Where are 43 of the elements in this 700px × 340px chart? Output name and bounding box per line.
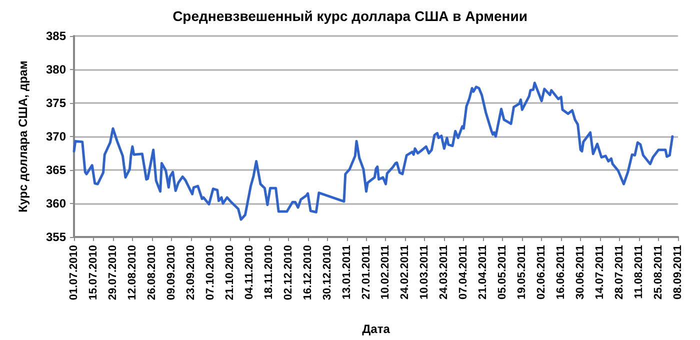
x-tick-label: 24.02.2011	[399, 245, 412, 300]
line-series	[72, 82, 674, 221]
x-tick-label: 30.06.2011	[574, 245, 587, 300]
x-tick-label: 08.09.2011	[672, 245, 684, 300]
x-tick-label: 07.04.2011	[458, 245, 470, 300]
x-tick-label: 25.08.2011	[652, 245, 665, 300]
x-tick-label: 13.01.2011	[340, 245, 353, 300]
y-tick-label: 360	[46, 196, 66, 210]
x-tick-label: 16.12.2010	[302, 245, 314, 300]
x-tick-label: 02.12.2010	[282, 245, 294, 300]
x-tick-label: 02.06.2011	[536, 245, 548, 300]
y-tick-label: 375	[46, 96, 66, 110]
x-tick-label: 21.04.2011	[477, 245, 490, 300]
x-tick-label: 16.06.2011	[555, 245, 568, 300]
x-tick-label: 29.07.2010	[106, 245, 119, 300]
y-axis-title: Курс доллара США, драм	[16, 60, 30, 212]
x-axis-title: Дата	[362, 322, 390, 336]
x-tick-label: 11.08.2011	[633, 245, 646, 299]
x-tick-label: 07.10.2010	[204, 245, 216, 300]
x-tick-label: 09.09.2010	[165, 245, 178, 300]
x-tick-label: 15.07.2010	[87, 245, 100, 300]
y-tick-label: 380	[46, 62, 66, 76]
y-tick-label: 385	[46, 29, 66, 43]
x-tick-label: 10.03.2011	[418, 245, 431, 300]
x-tick-label: 24.03.2011	[438, 245, 450, 300]
chart-title: Средневзвешенный курс доллара США в Армении	[172, 8, 528, 24]
x-tick-label: 10.02.2011	[380, 245, 392, 300]
x-tick-label: 19.05.2011	[516, 245, 528, 300]
x-tick-label: 05.05.2011	[496, 245, 509, 300]
y-tick-label: 365	[46, 163, 66, 177]
y-tick-label: 355	[46, 230, 66, 244]
x-tick-label: 18.11.2010	[262, 245, 275, 300]
x-tick-label: 04.11.2010	[243, 245, 256, 300]
x-tick-label: 14.07.2011	[594, 245, 606, 300]
x-tick-label: 12.08.2010	[126, 245, 138, 300]
x-tick-label: 30.12.2010	[321, 245, 334, 300]
y-tick-label: 370	[46, 130, 66, 144]
x-tick-label: 27.01.2011	[360, 245, 372, 300]
x-tick-label: 01.07.2010	[68, 245, 80, 300]
x-tick-label: 23.09.2010	[184, 245, 197, 300]
x-tick-label: 21.10.2010	[224, 245, 236, 300]
x-tick-label: 28.07.2011	[614, 245, 626, 300]
x-tick-label: 26.08.2010	[146, 245, 158, 300]
